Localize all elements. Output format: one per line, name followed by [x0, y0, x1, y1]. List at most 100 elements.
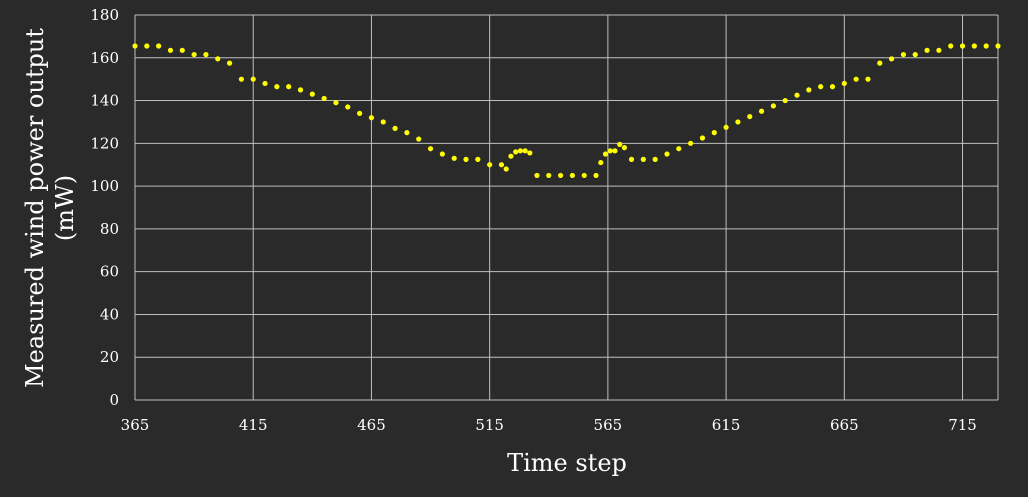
data-point: [676, 146, 682, 152]
data-point: [581, 172, 587, 179]
data-point: [238, 76, 244, 82]
data-point: [522, 148, 528, 154]
data-point: [877, 60, 883, 66]
data-point: [498, 162, 505, 168]
data-point: [144, 43, 150, 49]
data-point: [995, 43, 1001, 49]
y-tick-label: 140: [90, 92, 119, 110]
data-point: [607, 148, 613, 154]
data-point: [853, 76, 859, 82]
y-tick-label: 160: [90, 49, 119, 67]
data-point: [889, 56, 895, 62]
x-tick-label: 715: [948, 416, 977, 434]
y-tick-label: 20: [100, 348, 119, 366]
data-point: [664, 151, 670, 157]
data-point: [262, 80, 268, 87]
data-point: [900, 51, 907, 58]
data-point: [503, 166, 509, 172]
data-point: [628, 156, 635, 162]
data-point: [333, 100, 339, 106]
data-point: [513, 149, 519, 155]
data-point: [527, 150, 533, 156]
data-point: [983, 43, 989, 49]
data-point: [286, 84, 292, 90]
y-tick-labels: 0 20 40 60 80 100 120 140 160 180: [90, 6, 119, 409]
data-point: [569, 172, 576, 179]
data-point: [380, 119, 386, 125]
x-tick-label: 615: [712, 416, 741, 434]
y-tick-label: 40: [100, 305, 119, 323]
data-point: [924, 47, 930, 53]
data-point: [345, 104, 351, 110]
y-tick-label: 80: [100, 220, 119, 238]
data-point: [191, 51, 197, 58]
x-tick-labels: 365 415 465 515 565 615 665 715: [121, 416, 977, 434]
y-tick-label: 0: [109, 391, 119, 409]
data-point: [699, 135, 706, 141]
x-tick-label: 515: [475, 416, 504, 434]
data-point: [612, 148, 618, 154]
grid-lines: [134, 14, 999, 401]
y-tick-label: 180: [90, 6, 119, 24]
data-point: [959, 43, 966, 49]
x-tick-label: 365: [121, 416, 150, 434]
y-tick-label: 60: [100, 263, 119, 281]
series-points: [132, 43, 1001, 179]
x-tick-label: 415: [239, 416, 268, 434]
data-point: [357, 110, 363, 116]
data-point: [621, 145, 628, 151]
data-point: [711, 130, 717, 136]
data-point: [487, 162, 493, 168]
data-point: [250, 76, 256, 82]
data-point: [652, 156, 658, 162]
data-point: [156, 43, 162, 49]
data-point: [203, 51, 209, 58]
data-point: [758, 108, 765, 114]
data-point: [416, 136, 422, 142]
data-point: [598, 159, 604, 166]
data-point: [274, 84, 280, 90]
data-point: [517, 148, 523, 154]
data-point: [640, 156, 646, 162]
data-point: [557, 172, 564, 179]
data-point: [948, 43, 954, 49]
data-point: [912, 51, 918, 58]
data-point: [404, 130, 410, 136]
data-point: [179, 47, 185, 53]
data-point: [534, 172, 540, 179]
data-point: [806, 87, 812, 93]
data-point: [723, 124, 729, 130]
data-point: [226, 60, 233, 66]
x-tick-label: 665: [830, 416, 859, 434]
data-point: [971, 43, 977, 49]
data-point: [451, 155, 457, 161]
data-point: [463, 156, 469, 162]
data-point: [818, 84, 824, 90]
data-point: [546, 172, 552, 179]
data-point: [297, 87, 304, 93]
data-point: [936, 47, 942, 53]
y-axis-label-unit: (mW): [51, 175, 79, 241]
data-point: [735, 119, 741, 125]
x-tick-label: 465: [357, 416, 386, 434]
data-point: [617, 141, 623, 148]
data-point: [508, 153, 514, 159]
data-point: [439, 151, 445, 157]
data-point: [132, 43, 138, 49]
data-point: [794, 92, 800, 98]
y-axis-label: Measured wind power output: [21, 28, 49, 388]
data-point: [782, 97, 788, 104]
y-tick-label: 100: [90, 177, 119, 195]
data-point: [841, 80, 847, 87]
data-point: [167, 47, 174, 53]
data-point: [392, 125, 398, 131]
data-point: [593, 172, 599, 179]
data-point: [427, 146, 434, 152]
data-point: [865, 76, 871, 82]
data-point: [688, 140, 694, 146]
data-point: [829, 84, 836, 90]
x-axis-label: Time step: [507, 449, 627, 477]
data-point: [309, 91, 315, 97]
y-tick-label: 120: [90, 134, 119, 152]
